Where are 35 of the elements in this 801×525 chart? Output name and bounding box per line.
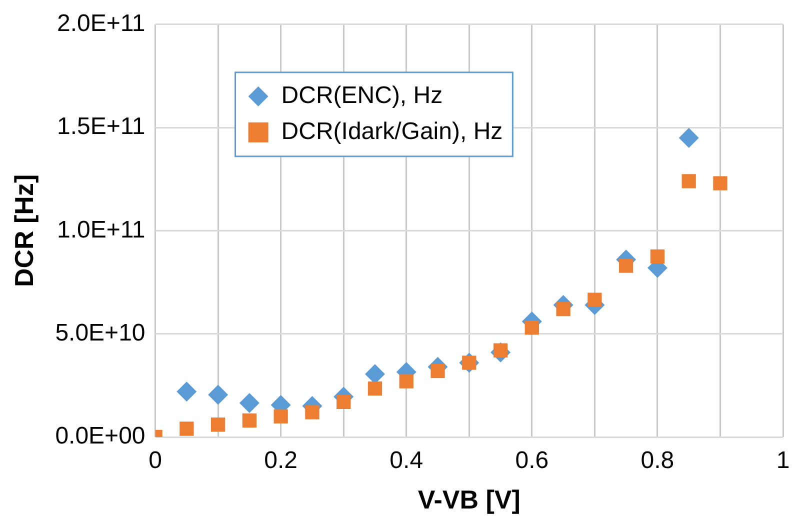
point xyxy=(713,176,728,190)
point xyxy=(368,381,382,396)
point xyxy=(588,292,602,307)
point xyxy=(678,128,699,148)
y-tick-label: 2.0E+11 xyxy=(56,10,146,38)
point xyxy=(430,364,445,378)
point xyxy=(242,413,257,428)
y-axis-title: DCR [Hz] xyxy=(8,174,39,288)
y-tick-label: 1.0E+11 xyxy=(56,216,146,244)
point xyxy=(305,405,320,420)
y-tick-label: 0.0E+00 xyxy=(55,422,146,450)
point xyxy=(239,392,260,413)
point xyxy=(682,174,696,188)
point xyxy=(210,418,226,432)
point xyxy=(619,258,634,273)
point xyxy=(180,422,194,436)
x-tick-label: 1 xyxy=(776,447,790,474)
point xyxy=(274,409,288,424)
point xyxy=(208,384,228,405)
legend-label: DCR(Idark/Gain), Hz xyxy=(281,118,503,146)
x-tick-label: 0.4 xyxy=(390,447,424,474)
legend-label: DCR(ENC), Hz xyxy=(281,82,443,110)
y-tick-label: 5.0E+10 xyxy=(55,319,146,346)
x-tick-label: 0.2 xyxy=(264,447,298,474)
point xyxy=(556,302,570,316)
x-axis-title: V-VB [V] xyxy=(418,484,520,515)
point xyxy=(336,394,351,409)
point xyxy=(399,374,414,388)
x-tick-label: 0.8 xyxy=(640,447,674,474)
point xyxy=(176,382,197,402)
x-tick-label: 0.6 xyxy=(515,447,549,474)
point xyxy=(650,249,665,264)
x-tick-label: 0 xyxy=(148,447,162,474)
y-tick-label: 1.5E+11 xyxy=(56,113,146,140)
point xyxy=(524,320,539,335)
